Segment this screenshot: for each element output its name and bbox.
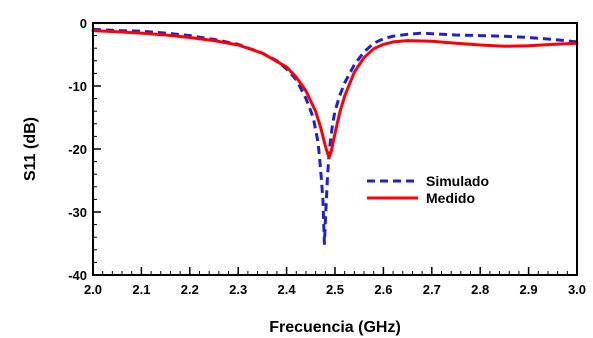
y-axis-label: S11 (dB) (22, 117, 39, 181)
x-tick-label: 2.6 (374, 282, 392, 297)
x-tick-label: 2.4 (278, 282, 297, 297)
y-tick-label: -10 (68, 79, 87, 94)
series-layer (91, 27, 579, 245)
x-tick-label: 2.3 (229, 282, 247, 297)
legend: Simulado Medido (367, 173, 489, 206)
tick-labels-layer: 2.0 2.1 2.2 2.3 2.4 2.5 2.6 2.7 2.8 2.9 3.0 0 -10 -20… (68, 16, 586, 297)
y-tick-label: 0 (80, 16, 87, 31)
legend-label-medido: Medido (426, 190, 475, 206)
x-tick-label: 2.2 (181, 282, 199, 297)
ticks-layer (92, 22, 578, 276)
x-axis-label: Frecuencia (GHz) (269, 319, 401, 336)
x-tick-label: 2.5 (326, 282, 344, 297)
y-tick-label: -20 (68, 142, 87, 157)
x-tick-label: 2.9 (520, 282, 538, 297)
series-line-medido (91, 29, 579, 159)
x-tick-label: 2.0 (84, 282, 102, 297)
x-tick-label: 2.7 (423, 282, 441, 297)
x-tick-label: 2.8 (471, 282, 489, 297)
plot-frame (92, 22, 578, 276)
x-tick-label: 2.1 (132, 282, 150, 297)
legend-label-simulado: Simulado (426, 173, 489, 189)
y-tick-label: -40 (68, 268, 87, 283)
y-tick-label: -30 (68, 205, 87, 220)
x-tick-label: 3.0 (568, 282, 586, 297)
